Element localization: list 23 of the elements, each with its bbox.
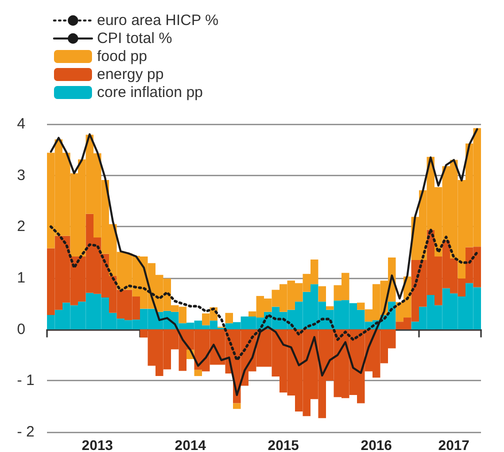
bar [326, 306, 334, 310]
y-tick-label: 3 [17, 166, 26, 184]
y-tick-label: 2 [17, 218, 26, 236]
legend-label: CPI total % [97, 30, 172, 47]
x-tick-label: 2014 [174, 437, 206, 452]
legend-label: core inflation pp [97, 84, 203, 101]
y-tick-label: 4 [17, 116, 26, 132]
line-series [50, 128, 478, 396]
y-tick-label: - 2 [17, 424, 35, 440]
x-tick-label: 2015 [268, 437, 300, 452]
bar [318, 286, 326, 302]
y-tick-label: 1 [17, 270, 26, 286]
x-tick-label: 2013 [82, 437, 114, 452]
legend-label: energy pp [97, 66, 164, 83]
y-tick-label: 0 [17, 320, 26, 338]
y-tick-label: - 1 [17, 372, 35, 390]
legend-label: food pp [97, 48, 148, 65]
x-tick-label: 2016 [360, 437, 392, 452]
bar [194, 370, 202, 376]
bar [225, 312, 233, 324]
bar [233, 403, 241, 409]
x-tick-label: 2017 [438, 437, 470, 452]
legend-label: euro area HICP % [97, 12, 218, 29]
